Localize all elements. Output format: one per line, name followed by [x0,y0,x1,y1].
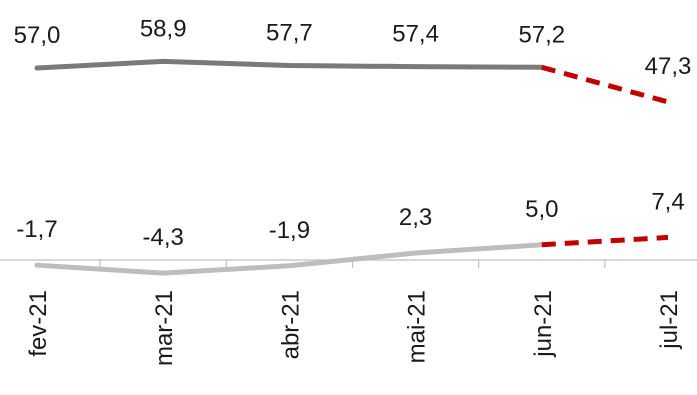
x-axis-tick-label: mai-21 [404,290,431,363]
x-axis-tick-label: fev-21 [25,290,52,357]
series-2-line [34,242,545,276]
data-label: -4,3 [143,224,184,251]
data-label: 57,4 [392,21,439,48]
x-axis-tick-label: mar-21 [151,290,178,366]
x-axis-tick-label: jun-21 [530,290,557,358]
data-label: 57,2 [518,21,565,48]
data-label: 7,4 [651,188,684,215]
data-label: -1,9 [269,217,310,244]
series-group [34,58,669,276]
data-label: 5,0 [525,196,558,223]
x-axis-tick-labels: fev-21 mar-21 abr-21 mai-21 jun-21 jul-21 [25,290,683,366]
x-axis-tick-label: abr-21 [277,290,304,359]
series-1-line [34,58,545,71]
data-label: 57,0 [14,22,61,49]
data-label: 2,3 [399,204,432,231]
data-labels: 57,0 58,9 57,7 57,4 57,2 47,3 -1,7 -4,3 -1,9 2,3 5… [14,15,692,251]
data-label: 47,3 [645,53,692,80]
x-axis-tick-label: jul-21 [656,290,683,350]
data-label: 58,9 [140,15,187,42]
series-2-projection-line [541,234,669,248]
data-label: -1,7 [16,216,57,243]
data-label: 57,7 [266,20,313,47]
